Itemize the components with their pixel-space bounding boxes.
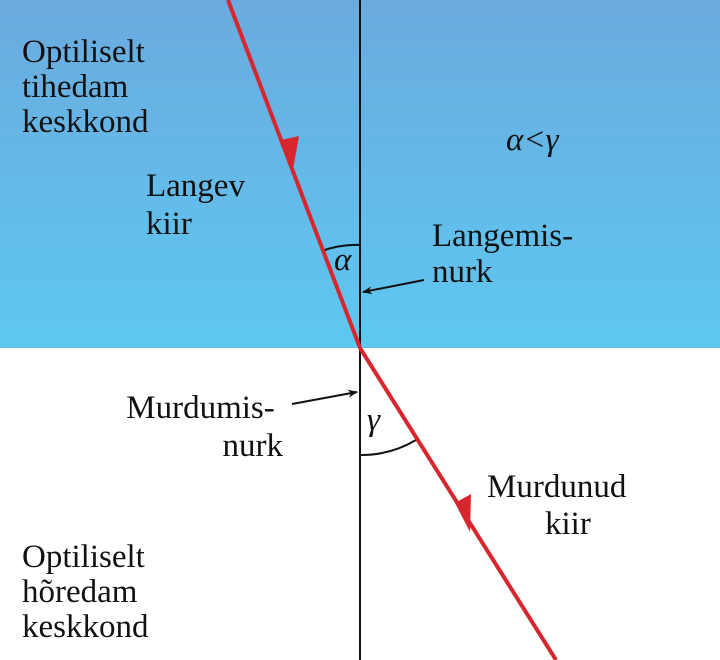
refracted-ray-label: Murdunud kiir (487, 469, 635, 542)
dense-medium-label: Optiliselt tihedam keskkond (22, 34, 153, 140)
gamma-label: γ (367, 402, 381, 438)
rare-medium-label: Optiliselt hõredam keskkond (22, 539, 153, 645)
incidence-angle-pointer (362, 279, 425, 295)
incident-ray-label: Langev kiir (146, 168, 253, 242)
incident-ray-arrow-icon (281, 136, 299, 175)
angle-relation: α<γ (506, 122, 560, 158)
refraction-angle-pointer (291, 389, 358, 405)
refracted-ray-arrow-icon (455, 494, 471, 532)
alpha-label: α (334, 242, 352, 278)
incident-ray (226, 0, 362, 349)
incidence-angle-label: Langemis- nurk (432, 218, 581, 290)
gamma-arc (359, 439, 417, 457)
refraction-angle-label: Murdumis- nurk (126, 390, 283, 464)
